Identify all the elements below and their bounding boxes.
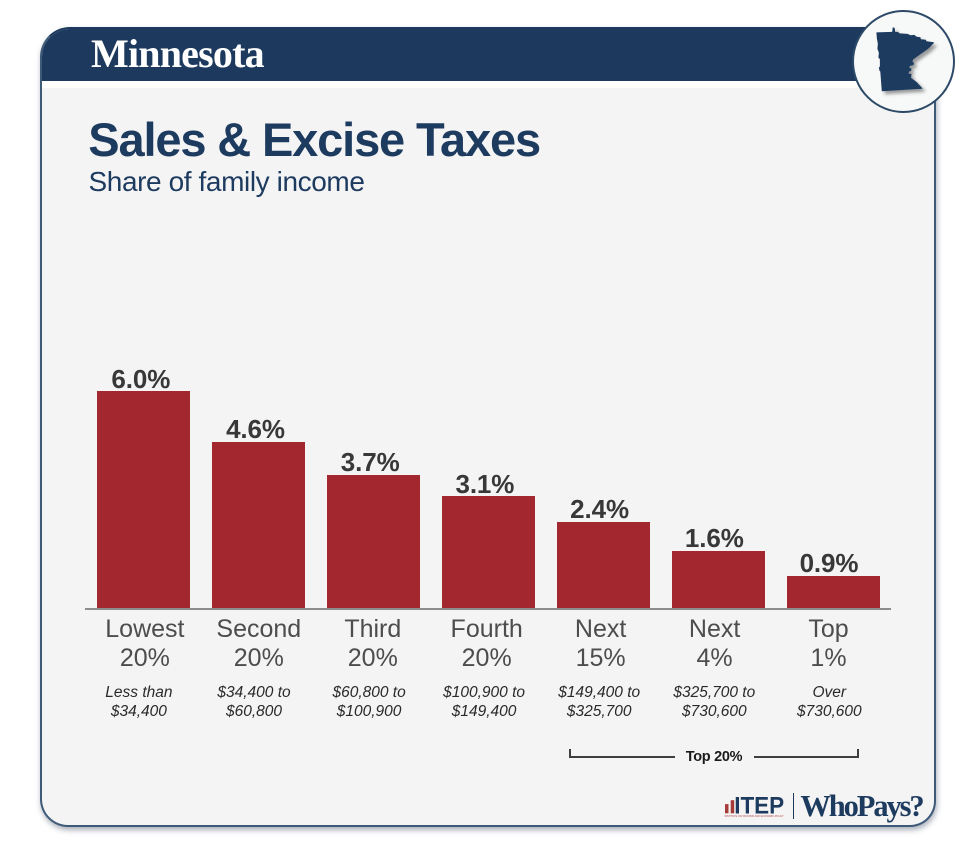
svg-text:INSTITUTE ON TAXATION AND ECON: INSTITUTE ON TAXATION AND ECONOMIC POLIC… bbox=[725, 814, 784, 818]
svg-text:ITEP: ITEP bbox=[734, 792, 784, 819]
